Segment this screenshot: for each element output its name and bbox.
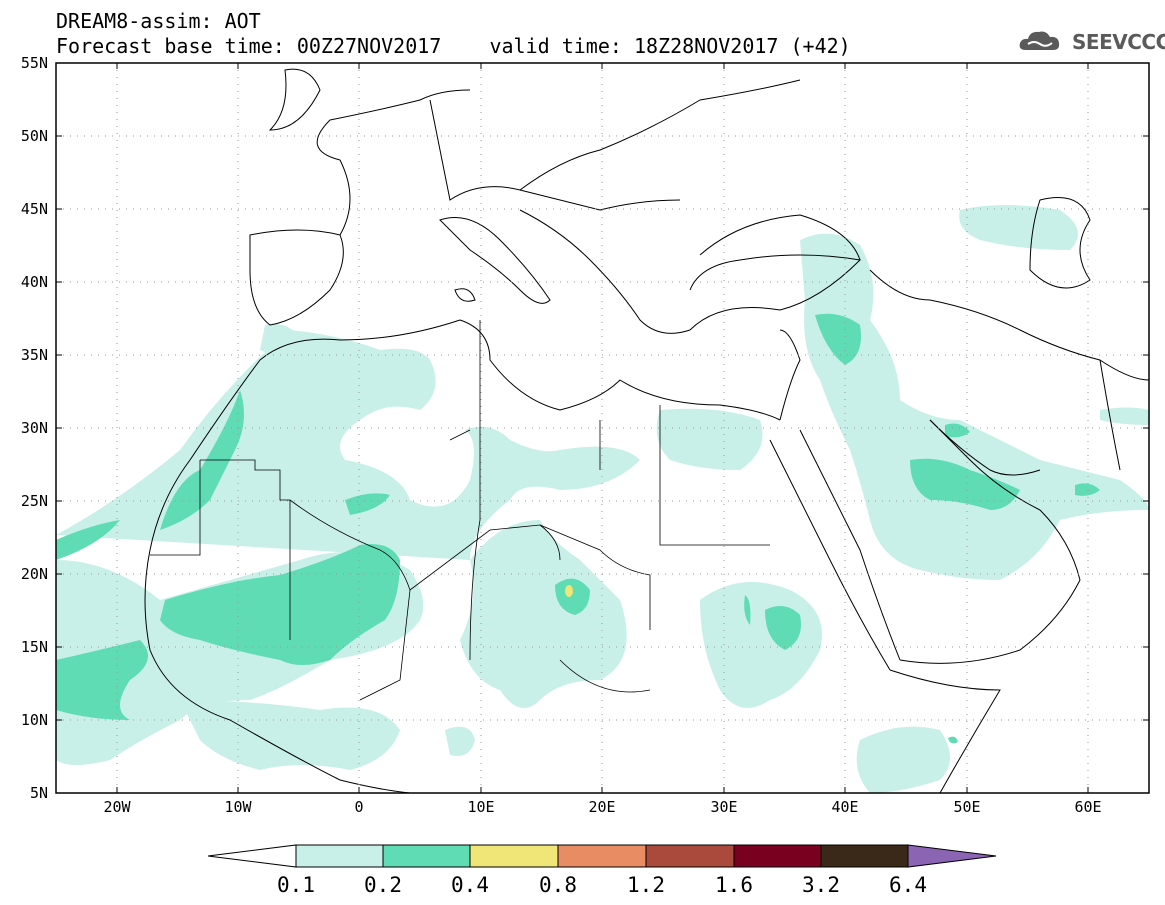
lat-label: 35N [20, 346, 48, 364]
colorbar-segment [295, 844, 384, 868]
colorbar-arrow-high [907, 844, 997, 868]
colorbar-label: 0.4 [451, 873, 489, 897]
aot-high-spot [565, 585, 573, 597]
lon-label: 30E [710, 798, 738, 816]
colorbar-arrow-low [207, 844, 297, 868]
lat-label: 45N [20, 200, 48, 218]
colorbar-label: 6.4 [889, 873, 927, 897]
lat-label: 20N [20, 565, 48, 583]
map-title: DREAM8-assim: AOT [56, 9, 261, 33]
lat-label: 25N [20, 492, 48, 510]
axis-ticks [56, 62, 1149, 793]
lat-label: 5N [29, 784, 48, 802]
lat-label: 30N [20, 419, 48, 437]
lon-label: 40E [831, 798, 859, 816]
map-subtitle: Forecast base time: 00Z27NOV2017 valid t… [56, 34, 851, 58]
aot-field [56, 63, 1149, 793]
colorbar-label: 1.2 [627, 873, 665, 897]
grid-lines [56, 63, 1149, 793]
colorbar-label: 0.2 [364, 873, 402, 897]
colorbar-segment [733, 844, 822, 868]
colorbar-label: 0.1 [277, 873, 315, 897]
lon-label: 60E [1074, 798, 1102, 816]
cloud-icon [1019, 31, 1060, 50]
lat-label: 15N [20, 638, 48, 656]
lon-label: 10W [224, 798, 252, 816]
colorbar-label: 0.8 [539, 873, 577, 897]
lon-label: 50E [953, 798, 981, 816]
logo-text: SEEVCCC [1072, 30, 1165, 54]
aot-medium-layer [56, 313, 1100, 744]
lat-label: 10N [20, 711, 48, 729]
coastlines [144, 68, 1149, 793]
colorbar-label: 1.6 [715, 873, 753, 897]
colorbar-segment [557, 844, 647, 868]
borders [150, 320, 770, 701]
colorbar-segment [382, 844, 471, 868]
lon-label: 20E [588, 798, 616, 816]
lon-label: 20W [103, 798, 131, 816]
lat-label: 55N [20, 54, 48, 72]
colorbar-segment [645, 844, 735, 868]
colorbar-segment [469, 844, 559, 868]
lon-label: 10E [467, 798, 495, 816]
lon-label: 0 [354, 798, 364, 816]
lat-label: 50N [20, 127, 48, 145]
lat-label: 40N [20, 273, 48, 291]
colorbar-label: 3.2 [802, 873, 840, 897]
colorbar-segment [820, 844, 909, 868]
